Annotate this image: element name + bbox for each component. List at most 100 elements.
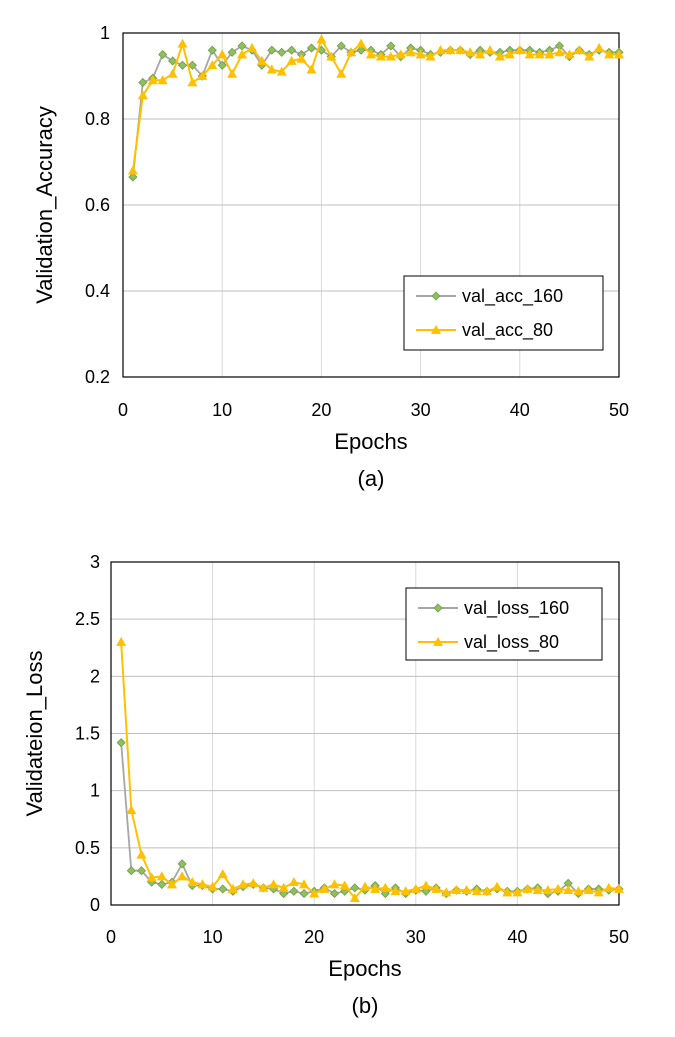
data-point-marker [604, 49, 615, 59]
data-point-marker [217, 60, 227, 70]
x-axis-title: Epochs [328, 956, 401, 981]
panel-caption: (b) [352, 993, 379, 1018]
data-point-marker [415, 49, 426, 59]
legend-marker [433, 603, 443, 613]
data-point-marker [288, 877, 299, 887]
data-point-marker [168, 56, 178, 66]
data-point-marker [217, 49, 228, 59]
legend-marker [432, 636, 444, 646]
data-point-marker [395, 49, 406, 59]
data-point-marker [339, 880, 350, 890]
data-point-marker [136, 866, 147, 876]
data-point-marker [299, 889, 309, 899]
data-point-marker [147, 75, 158, 85]
data-point-marker [316, 34, 327, 44]
data-point-marker [128, 172, 138, 182]
x-tick-label: 30 [406, 927, 426, 947]
data-point-marker [455, 45, 466, 55]
data-point-marker [465, 47, 476, 57]
x-tick-label: 10 [212, 400, 232, 420]
data-point-marker [435, 45, 446, 55]
x-axis-title: Epochs [334, 429, 407, 454]
x-tick-label: 50 [609, 400, 629, 420]
data-point-marker [563, 885, 574, 895]
y-tick-label: 2.5 [75, 609, 100, 629]
data-point-marker [481, 886, 492, 896]
data-point-marker [410, 883, 421, 893]
x-tick-label: 20 [311, 400, 331, 420]
data-point-marker [116, 636, 127, 646]
data-point-marker [116, 738, 126, 748]
data-point-marker [238, 879, 249, 889]
data-point-marker [386, 41, 396, 51]
data-point-marker [346, 47, 357, 57]
y-tick-label: 0.4 [85, 281, 110, 301]
data-point-marker [177, 38, 188, 48]
data-point-marker [583, 885, 594, 895]
panel-b-loss-chart: 0 10 20 30 40 50 0 0.5 1 1.5 2 2.5 3 Epochs Validateio… [22, 552, 629, 1018]
data-point-marker [268, 879, 279, 889]
data-point-marker [296, 53, 307, 63]
data-point-marker [207, 881, 218, 891]
y-tick-label: 2 [90, 666, 100, 686]
series-line [131, 37, 619, 171]
data-point-marker [197, 879, 208, 889]
data-point-marker [299, 879, 310, 889]
data-point-marker [356, 45, 366, 55]
data-point-marker [167, 68, 178, 78]
data-point-marker [137, 90, 148, 100]
data-point-marker [593, 887, 604, 897]
data-point-marker [420, 880, 431, 890]
data-point-marker [177, 60, 188, 70]
data-point-marker [256, 55, 267, 65]
data-point-marker [258, 882, 269, 892]
data-point-marker [445, 45, 456, 55]
data-point-marker [553, 883, 564, 893]
y-tick-label: 0.5 [75, 838, 100, 858]
data-point-marker [385, 51, 396, 61]
data-point-marker [564, 49, 575, 59]
data-point-marker [350, 883, 360, 893]
x-tick-label: 20 [304, 927, 324, 947]
data-point-marker [136, 849, 147, 859]
series-line [120, 641, 620, 900]
data-point-marker [127, 165, 138, 175]
legend-marker [431, 291, 441, 301]
x-tick-label: 10 [203, 927, 223, 947]
data-point-marker [574, 45, 585, 55]
data-point-marker [246, 42, 257, 52]
legend: val_loss_160 val_loss_80 [405, 587, 603, 661]
legend-box [403, 275, 604, 351]
y-axis-title: Validateion_Loss [22, 651, 47, 817]
y-tick-label: 1 [100, 23, 110, 43]
x-tick-label: 40 [507, 927, 527, 947]
data-point-marker [405, 47, 416, 57]
data-point-marker [370, 883, 381, 893]
series-val_loss_80 [116, 636, 625, 903]
data-point-marker [431, 883, 442, 893]
data-point-marker [613, 49, 625, 59]
data-point-marker [278, 882, 289, 892]
data-point-marker [603, 882, 614, 892]
y-tick-label: 1 [90, 781, 100, 801]
data-point-marker [218, 884, 228, 894]
data-point-marker [390, 886, 401, 896]
data-point-marker [177, 871, 188, 881]
data-point-marker [138, 77, 148, 88]
data-point-marker [471, 886, 482, 896]
y-tick-label: 0.8 [85, 109, 110, 129]
plot-area-frame [110, 561, 620, 906]
data-point-marker [380, 882, 391, 892]
legend-label: val_acc_160 [462, 286, 563, 307]
series-val_loss_160 [116, 738, 624, 899]
data-point-marker [329, 879, 340, 889]
data-point-marker [309, 888, 320, 898]
data-point-marker [356, 38, 367, 48]
data-point-marker [554, 47, 565, 57]
data-point-marker [187, 877, 198, 887]
data-point-marker [336, 41, 346, 51]
data-point-marker [237, 49, 248, 59]
data-point-marker [400, 886, 411, 896]
y-tick-label: 3 [90, 552, 100, 572]
